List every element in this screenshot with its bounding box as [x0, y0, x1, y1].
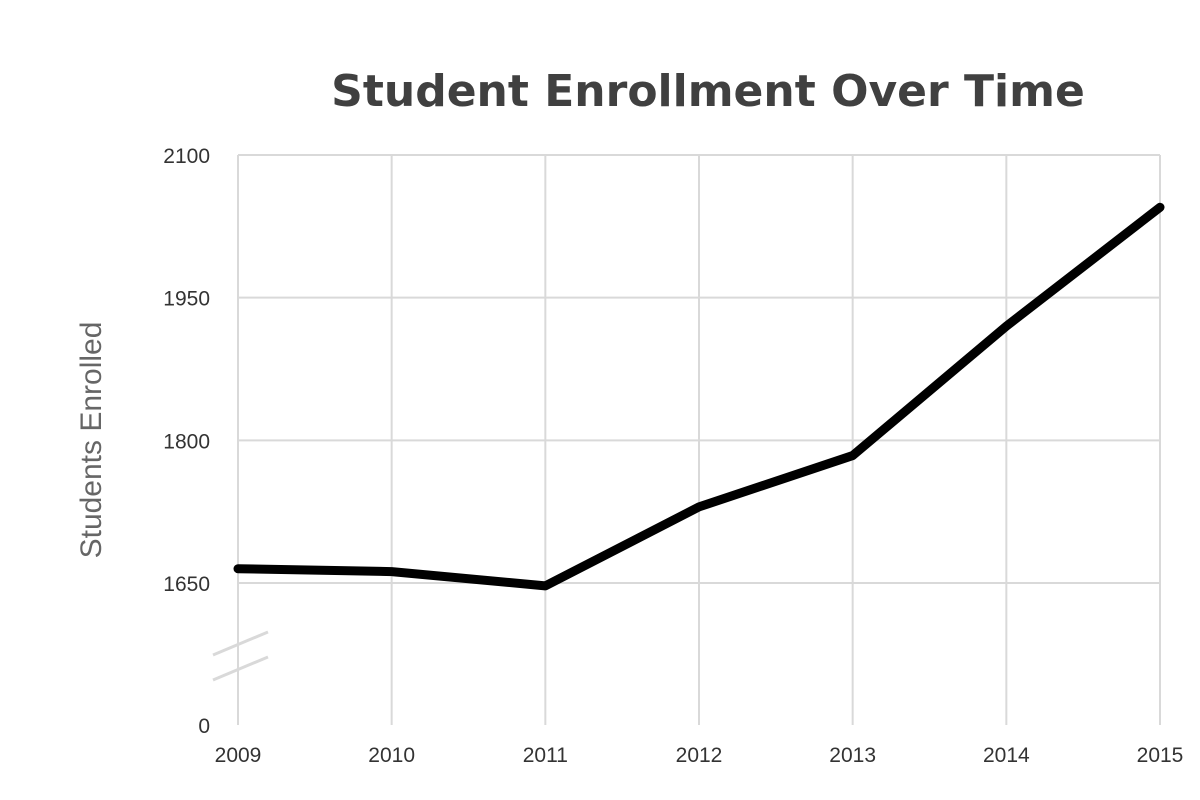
data-point: [1005, 325, 1007, 327]
axis-break-line: [212, 630, 269, 657]
data-point: [1159, 206, 1161, 208]
x-tick-label: 2015: [1137, 744, 1184, 767]
y-tick-label: 1800: [163, 430, 210, 453]
data-point: [544, 585, 546, 587]
y-tick-labels: 0 1650 1800 1950 2100: [163, 145, 210, 738]
data-point: [237, 568, 239, 570]
chart-title: Student Enrollment Over Time: [331, 66, 1085, 117]
grid-lines: [237, 154, 1161, 725]
y-axis-label: Students Enrolled: [75, 322, 108, 559]
x-tick-label: 2012: [676, 744, 723, 767]
axis-break-line: [212, 655, 269, 682]
series-group: [233, 202, 1165, 591]
x-tick-label: 2009: [215, 744, 262, 767]
x-tick-label: 2013: [829, 744, 876, 767]
x-tick-labels: 2009 2010 2011 2012 2013 2014 2015: [215, 744, 1184, 767]
y-tick-label: 1650: [163, 573, 210, 596]
y-tick-label: 0: [198, 715, 210, 738]
axis-break-marker: [212, 630, 269, 682]
y-tick-label: 1950: [163, 288, 210, 311]
y-tick-label: 2100: [163, 145, 210, 168]
data-point: [852, 455, 854, 457]
data-point: [391, 571, 393, 573]
data-point: [698, 506, 700, 508]
x-tick-label: 2010: [368, 744, 415, 767]
x-tick-label: 2014: [983, 744, 1030, 767]
x-tick-label: 2011: [523, 744, 568, 767]
